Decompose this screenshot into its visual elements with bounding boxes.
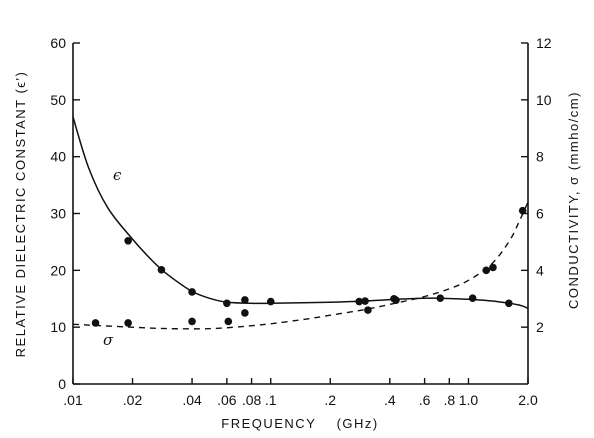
x-tick-label: .02: [123, 392, 143, 408]
sigma-curve-label: σ: [103, 331, 114, 349]
epsilon-data-point: [241, 296, 249, 304]
epsilon-data-point: [361, 297, 369, 305]
x-tick-label: .4: [384, 392, 396, 408]
series-points: [91, 206, 527, 327]
epsilon-data-point: [468, 294, 477, 302]
epsilon-data-point: [266, 297, 275, 306]
sigma-data-point: [489, 263, 497, 272]
right-y-tick-label: 8: [536, 149, 544, 165]
x-tick-label: 1.0: [459, 392, 479, 408]
epsilon-data-point: [223, 299, 231, 308]
x-tick-label: .2: [324, 392, 336, 408]
sigma-data-point: [392, 296, 400, 304]
right-y-tick-label: 10: [536, 92, 552, 108]
x-tick-label: .8: [443, 392, 455, 408]
left-y-tick-label: 30: [50, 206, 66, 222]
epsilon-curve: [72, 116, 529, 310]
left-y-tick-label: 0: [58, 376, 66, 392]
epsilon-data-point: [157, 265, 166, 274]
epsilon-data-point: [436, 294, 445, 302]
right-y-tick-label: 2: [536, 319, 544, 335]
sigma-data-point: [224, 317, 233, 326]
epsilon-data-point: [124, 236, 132, 245]
right-y-tick-label: 6: [536, 206, 544, 222]
x-tick-label: .1: [265, 392, 277, 408]
left-axis-ticks: 0 10 20 30 40 50 60: [50, 35, 80, 392]
x-tick-label: .01: [63, 392, 83, 408]
sigma-data-point: [364, 306, 372, 314]
sigma-curve: [72, 201, 529, 330]
sigma-data-point: [482, 266, 491, 275]
right-y-tick-label: 4: [536, 262, 544, 278]
sigma-data-point: [124, 319, 132, 327]
right-y-tick-label: 12: [536, 35, 552, 51]
sigma-data-point: [241, 309, 249, 317]
epsilon-curve-label: ϵ: [113, 166, 122, 184]
sigma-data-point: [355, 297, 363, 306]
series-curves: [72, 116, 529, 330]
left-y-tick-label: 40: [50, 149, 66, 165]
left-y-tick-label: 50: [50, 92, 66, 108]
x-tick-label: .06: [217, 392, 237, 408]
left-y-tick-label: 10: [50, 319, 66, 335]
epsilon-data-point: [505, 299, 513, 308]
x-axis-ticks: .01 .02 .04 .06 .08.1 .2 .4 .6 .8 1.0 2.0: [63, 378, 538, 408]
right-axis-title: CONDUCTIVITY, σ (mmho/cm): [566, 91, 581, 309]
left-y-tick-label: 20: [50, 262, 66, 278]
plot-area: [72, 43, 529, 385]
x-tick-label: 2.0: [518, 392, 538, 408]
x-tick-label: .04: [182, 392, 202, 408]
right-axis-ticks: 2 4 6 8 10 12: [521, 35, 552, 335]
sigma-data-point: [188, 317, 196, 326]
sigma-data-point: [91, 319, 100, 327]
sigma-data-point: [518, 206, 527, 215]
left-y-tick-label: 60: [50, 35, 66, 51]
x-axis-title: FREQUENCY (GHz): [221, 416, 379, 431]
epsilon-data-point: [188, 288, 196, 296]
left-axis-title: RELATIVE DIELECTRIC CONSTANT (ϵ'): [13, 71, 28, 358]
x-tick-label: .08: [242, 392, 262, 408]
x-tick-label: .6: [419, 392, 431, 408]
